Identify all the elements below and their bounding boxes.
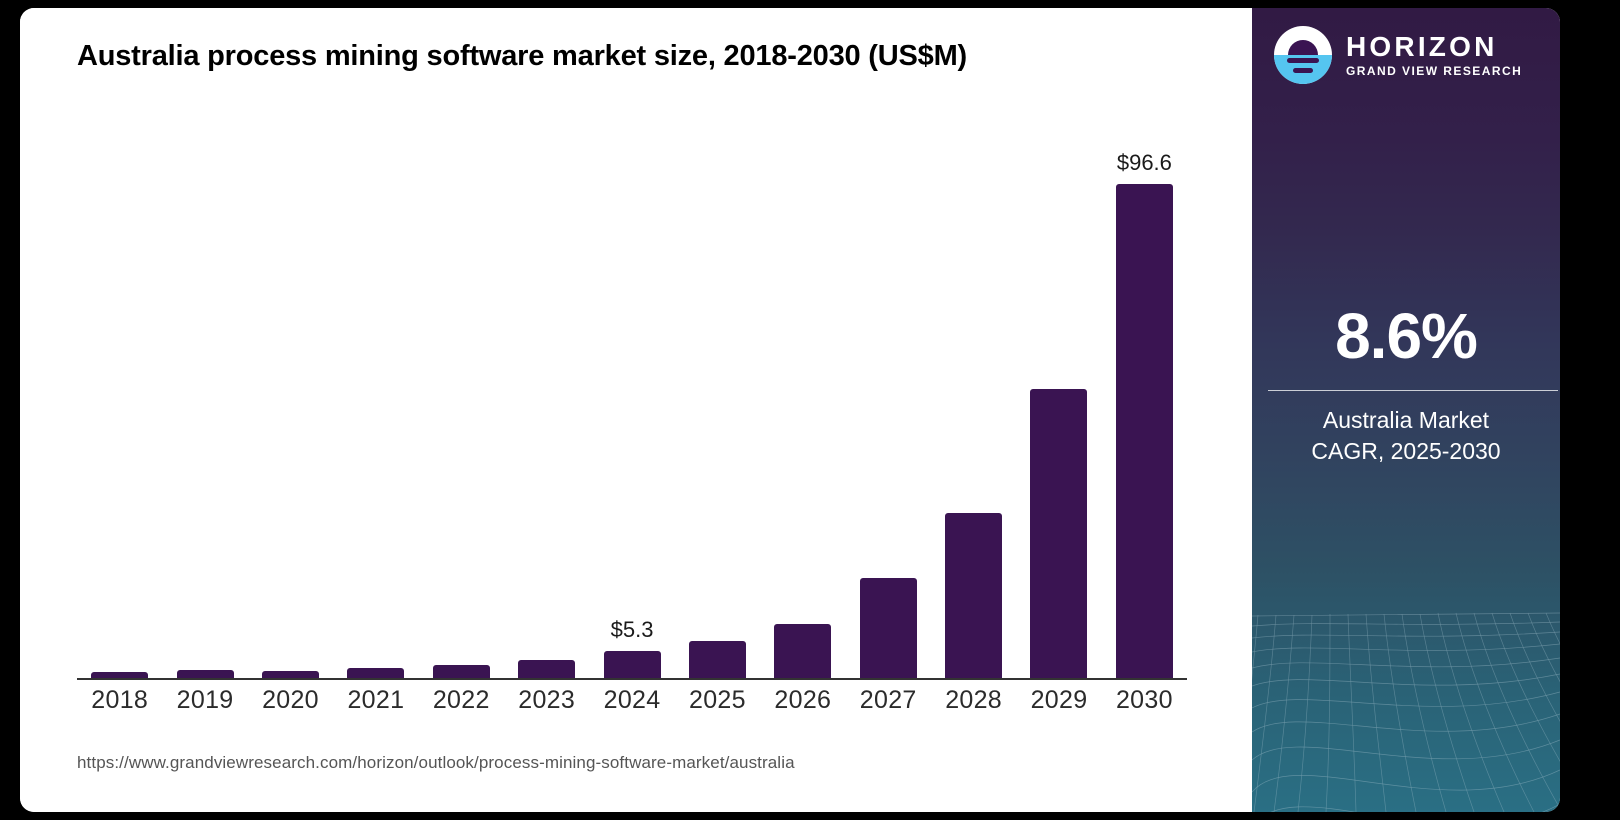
- bar[interactable]: [945, 512, 1003, 678]
- bar-slot: $5.3: [589, 138, 674, 678]
- x-axis-tick: 2020: [262, 686, 319, 714]
- x-axis-tick: 2028: [945, 686, 1003, 714]
- bar[interactable]: [432, 665, 490, 678]
- bar[interactable]: [859, 577, 917, 678]
- x-axis-tick: 2027: [859, 686, 917, 714]
- cagr-caption: Australia Market CAGR, 2025-2030: [1268, 405, 1544, 467]
- x-axis-tick: 2019: [176, 686, 234, 714]
- x-axis-tick: 2018: [91, 686, 149, 714]
- brand-sidebar: HORIZON GRAND VIEW RESEARCH 8.6% Austral…: [1252, 8, 1560, 812]
- bar-slot: [419, 138, 504, 678]
- chart-title: Australia process mining software market…: [77, 40, 967, 72]
- bar[interactable]: [1030, 389, 1088, 678]
- wireframe-mesh-decoration: [1252, 612, 1560, 812]
- bar-slot: [760, 138, 845, 678]
- x-axis-tick: 2022: [432, 686, 490, 714]
- bar[interactable]: [347, 668, 405, 678]
- bar-value-label: $5.3: [610, 616, 654, 642]
- bar[interactable]: [261, 671, 319, 678]
- x-axis-tick: 2029: [1030, 686, 1088, 714]
- x-axis-tick: 2024: [603, 686, 661, 714]
- bar[interactable]: [603, 650, 661, 678]
- bar[interactable]: [774, 624, 832, 678]
- x-axis-tick: 2030: [1115, 686, 1173, 714]
- cagr-caption-line-2: CAGR, 2025-2030: [1311, 438, 1501, 465]
- bar-slot: [504, 138, 589, 678]
- cagr-value: 8.6%: [1335, 300, 1478, 372]
- bar[interactable]: [1115, 184, 1173, 678]
- bar-slot: [846, 138, 931, 678]
- cagr-callout: 8.6% Australia Market CAGR, 2025-2030: [1252, 304, 1560, 467]
- bar-slot: [931, 138, 1016, 678]
- brand-name: HORIZON: [1346, 30, 1498, 62]
- brand-tagline: GRAND VIEW RESEARCH: [1346, 63, 1523, 78]
- x-axis-line: [77, 678, 1187, 680]
- bar[interactable]: [518, 659, 576, 678]
- horizon-sunrise-icon: [1274, 26, 1332, 84]
- x-axis-tick: 2025: [689, 686, 746, 714]
- chart-panel: Australia process mining software market…: [20, 8, 1252, 812]
- x-axis-tick: 2023: [518, 686, 576, 714]
- brand-logo: HORIZON GRAND VIEW RESEARCH: [1274, 26, 1522, 84]
- bar-slot: [248, 138, 333, 678]
- bar-slot: [675, 138, 760, 678]
- bar-series: $5.3 $96.6: [77, 138, 1187, 678]
- bar-slot: [77, 138, 162, 678]
- cagr-caption-line-1: Australia Market: [1322, 407, 1490, 433]
- bar-value-label: $96.6: [1116, 150, 1172, 175]
- bar-slot: [1016, 138, 1101, 678]
- x-axis-tick-labels: 2018 2019 2020 2021 2022 2023 2024 2025 2026 2027…: [77, 686, 1187, 715]
- bar[interactable]: [688, 641, 746, 678]
- bar[interactable]: [176, 670, 234, 678]
- bar-slot: $96.6: [1102, 138, 1187, 678]
- report-card: Australia process mining software market…: [20, 8, 1560, 812]
- source-url[interactable]: https://www.grandviewresearch.com/horizo…: [77, 753, 795, 772]
- x-axis-tick: 2026: [774, 686, 832, 714]
- brand-wordmark: HORIZON GRAND VIEW RESEARCH: [1346, 30, 1523, 79]
- bar-slot: [162, 138, 247, 678]
- bar-chart-plot-area: $5.3 $96.6: [77, 138, 1187, 678]
- x-axis-tick: 2021: [347, 686, 405, 714]
- bar[interactable]: [91, 672, 149, 678]
- cagr-divider: [1268, 390, 1558, 391]
- bar-slot: [333, 138, 418, 678]
